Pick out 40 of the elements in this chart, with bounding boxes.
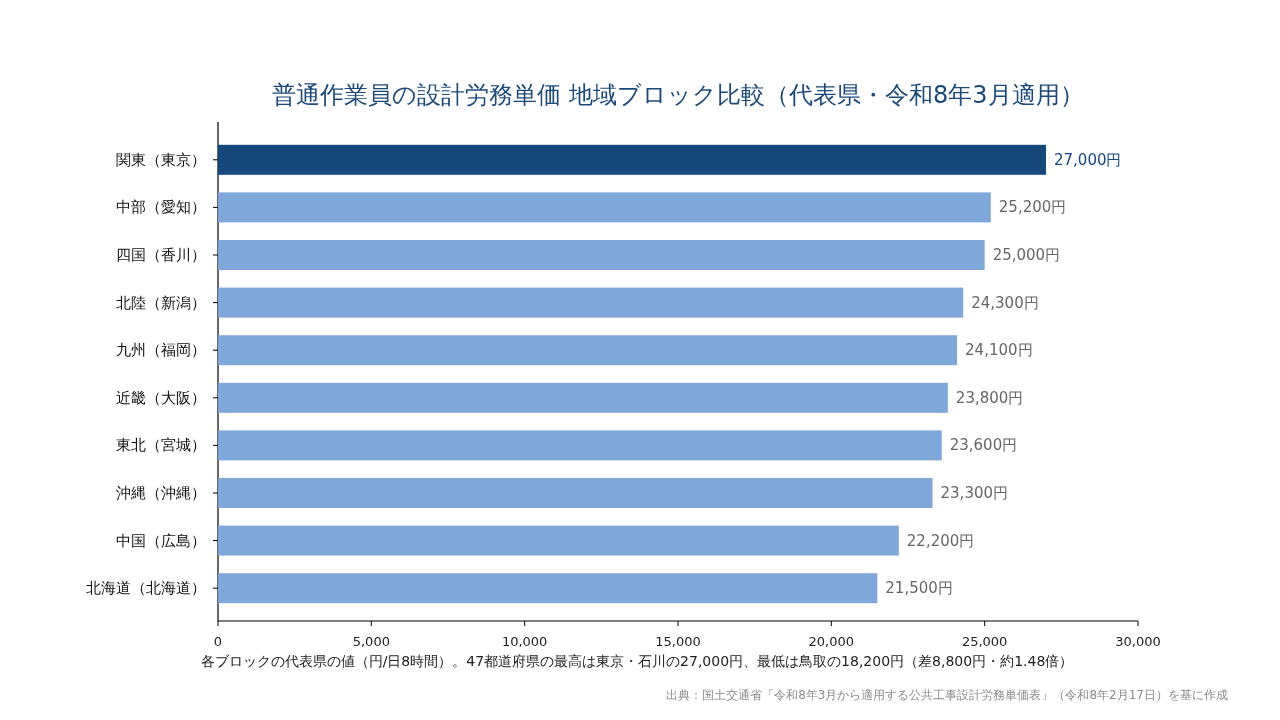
y-tick-label: 北陸（新潟） [116, 293, 206, 312]
x-tick-label: 5,000 [352, 634, 390, 649]
bar [218, 573, 878, 604]
data-label: 27,000円 [1054, 150, 1122, 169]
data-label: 25,200円 [998, 198, 1067, 217]
data-label: 24,300円 [971, 293, 1039, 312]
data-label: 21,500円 [885, 579, 953, 598]
x-axis-title: 各ブロックの代表県の値（円/日8時間）。47都道府県の最高は東京・石川の27,000円、最低は鳥取の18,200円（差8,800円・約1.48倍） [200, 653, 1074, 669]
x-tick-label: 20,000 [808, 634, 855, 649]
data-label: 23,800円 [955, 388, 1024, 407]
y-tick-label: 沖縄（沖縄） [116, 484, 206, 502]
x-tick-label: 0 [213, 634, 223, 649]
bar [218, 382, 948, 413]
y-tick-label: 近畿（大阪） [116, 388, 206, 407]
data-label: 22,200円 [906, 531, 975, 550]
data-label: 23,300円 [940, 484, 1009, 502]
bar [218, 478, 933, 508]
source-note: 出典：国土交通省「令和8年3月から適用する公共工事設計労務単価表」（令和8年2月17日）を基に作成 [666, 688, 1228, 702]
y-tick-label: 中国（広島） [116, 531, 206, 550]
bar [218, 287, 964, 318]
bar [218, 335, 958, 366]
x-tick-label: 10,000 [501, 634, 548, 649]
x-tick-label: 15,000 [655, 634, 701, 649]
bar [218, 144, 1046, 175]
data-label: 24,100円 [965, 341, 1033, 360]
chart-title: 普通作業員の設計労務単価 地域ブロック比較（代表県・令和8年3月適用） [272, 81, 1084, 109]
y-tick-label: 東北（宮城） [116, 436, 206, 455]
y-tick-label: 四国（香川） [116, 246, 206, 264]
y-tick-label: 九州（福岡） [116, 341, 206, 360]
y-tick-label: 関東（東京） [116, 150, 206, 169]
x-tick-label: 25,000 [961, 634, 1008, 649]
bar [218, 525, 899, 556]
bar [218, 430, 942, 461]
bar [218, 192, 991, 223]
x-tick-label: 30,000 [1115, 634, 1161, 649]
bar [218, 240, 985, 270]
y-tick-label: 北海道（北海道） [86, 579, 206, 598]
data-label: 25,000円 [992, 246, 1061, 264]
data-label: 23,600円 [949, 436, 1018, 455]
y-tick-label: 中部（愛知） [116, 198, 206, 217]
